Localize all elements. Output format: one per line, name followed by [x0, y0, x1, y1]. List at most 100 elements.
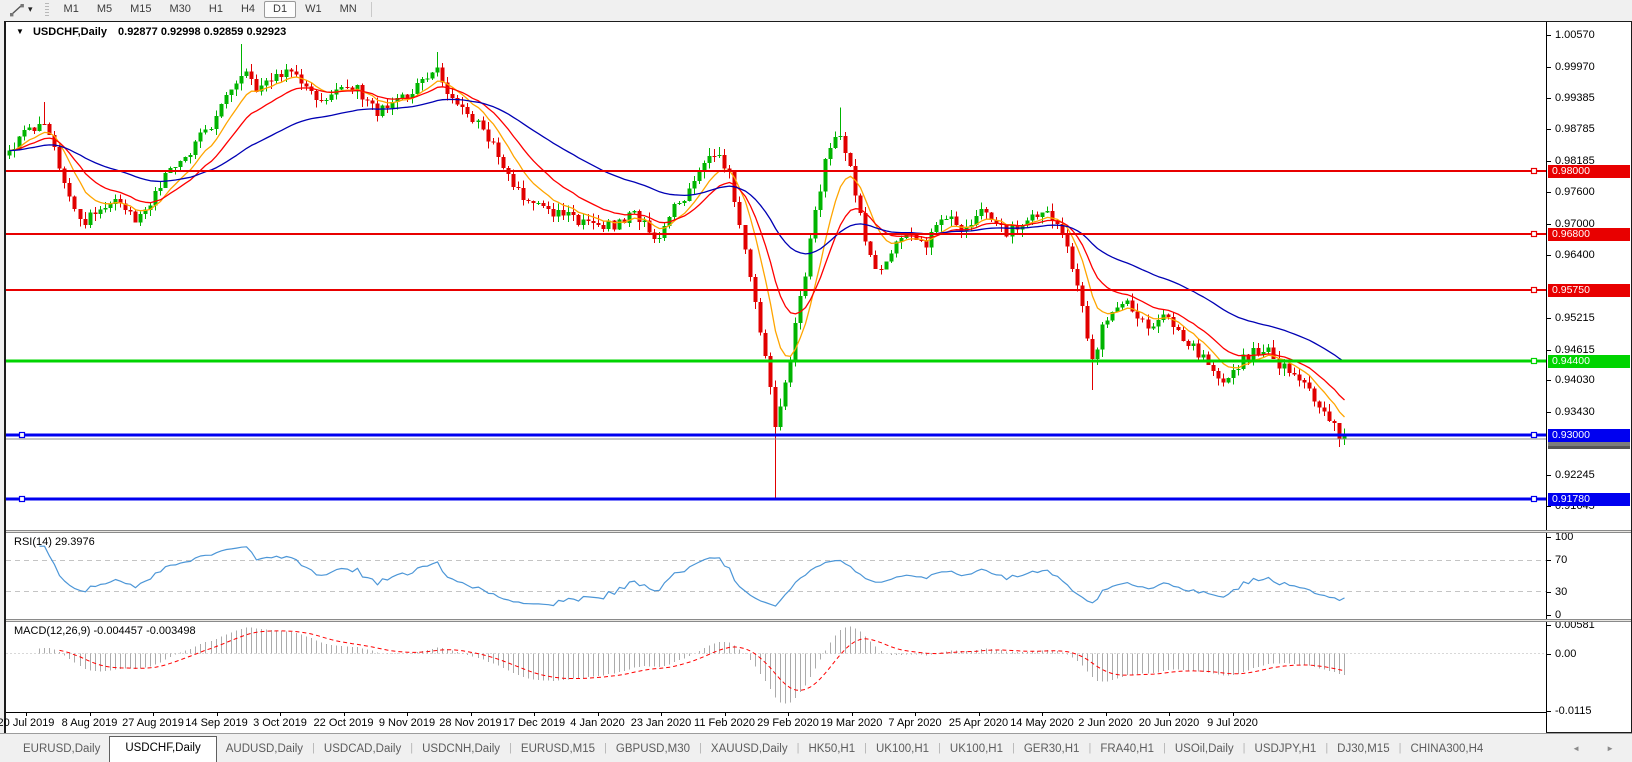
trendline-tool-icon [10, 3, 24, 16]
tabs-scroll-right-icon[interactable]: ► [1606, 744, 1614, 753]
date-tick [978, 713, 980, 716]
main-chart-canvas[interactable] [6, 22, 1546, 530]
tab-divider: | [312, 742, 315, 754]
collapse-triangle-icon[interactable]: ▼ [16, 27, 24, 36]
price-tick-label: 0.99970 [1555, 61, 1595, 73]
hline-price-label: 0.94400 [1548, 355, 1630, 368]
price-axis[interactable]: 1.00570 0.99970 0.99385 0.98785 0.98185 … [1546, 22, 1631, 732]
chart-tabs-bar: EURUSD,Daily USDCHF,Daily AUDUSD,Daily | USD… [0, 733, 1632, 762]
chart-tab-eurusd-daily[interactable]: EURUSD,Daily [23, 743, 101, 755]
axis-tick [1547, 98, 1551, 99]
axis-tick [1547, 192, 1551, 193]
axis-tick [1547, 560, 1551, 561]
timeframe-button-m15[interactable]: M15 [130, 3, 152, 15]
price-tick-label: 0.00581 [1555, 619, 1595, 631]
tab-divider: | [509, 742, 512, 754]
timeframe-button-h4[interactable]: H4 [240, 3, 256, 15]
date-tick [534, 713, 535, 716]
date-label: 14 Sep 2019 [185, 717, 248, 729]
axis-tick [1547, 318, 1551, 319]
price-tick-label: 0.95215 [1555, 312, 1595, 324]
timeframe-button-m1[interactable]: M1 [63, 3, 79, 15]
tab-divider: | [604, 742, 607, 754]
date-tick [26, 713, 27, 716]
date-label: 27 Aug 2019 [122, 717, 184, 729]
ohlc-values: 0.92877 0.92998 0.92859 0.92923 [118, 26, 287, 38]
timeframe-button-d1[interactable]: D1 [264, 1, 297, 18]
chevron-down-icon[interactable]: ▾ [28, 4, 33, 14]
price-tick-label: 0.00 [1555, 648, 1577, 660]
date-tick [788, 713, 789, 716]
axis-tick [1547, 654, 1551, 655]
axis-tick [1547, 350, 1551, 351]
chart-tab-uk100-h1[interactable]: UK100,H1 [876, 743, 930, 755]
axis-tick [1547, 224, 1551, 225]
toolbar-divider [370, 2, 372, 17]
price-tick-label: 70 [1555, 554, 1568, 566]
axis-tick [1547, 380, 1551, 381]
chart-tab-usdjpy-h1[interactable]: USDJPY,H1 [1254, 743, 1317, 755]
hline-price-label: 0.98000 [1548, 165, 1630, 178]
chart-tab-usoil-daily[interactable]: USOil,Daily [1174, 743, 1234, 755]
axis-tick [1547, 67, 1551, 68]
timeframe-button-w1[interactable]: W1 [305, 3, 322, 15]
date-label: 7 Apr 2020 [888, 717, 942, 729]
axis-tick [1547, 412, 1551, 413]
tab-divider: | [1242, 742, 1246, 754]
chart-tab-usdcnh-daily[interactable]: USDCNH,Daily [422, 743, 501, 755]
chart-tab-xauusd-daily[interactable]: XAUUSD,Daily [710, 743, 788, 755]
price-tick-label: 0.94615 [1555, 344, 1595, 356]
chart-tab-eurusd-m15[interactable]: EURUSD,M15 [520, 743, 596, 755]
timeframe-button-h1[interactable]: H1 [208, 3, 223, 15]
tab-divider: | [1325, 742, 1329, 754]
date-tick [89, 713, 91, 716]
price-tick-label: 0.97000 [1555, 218, 1595, 230]
macd-label: MACD(12,26,9) -0.004457 -0.003498 [14, 625, 196, 637]
panel-resize-handle[interactable] [6, 619, 1631, 622]
chart-tab-china300-h4[interactable]: CHINA300,H4 [1410, 743, 1484, 755]
chart-tab-gbpusd-m30[interactable]: GBPUSD,M30 [615, 743, 691, 755]
date-axis[interactable]: 20 Jul 2019 8 Aug 2019 27 Aug 2019 14 Se… [0, 712, 1546, 733]
axis-tick [1547, 161, 1551, 162]
draw-tool-button[interactable]: ▾ [5, 3, 37, 17]
date-label: 9 Jul 2020 [1207, 717, 1258, 729]
toolbar-drag-grip[interactable] [44, 2, 49, 17]
tab-divider: | [1011, 742, 1015, 754]
date-tick [407, 713, 408, 716]
hline-price-label: 0.91780 [1548, 493, 1630, 506]
axis-tick [1547, 475, 1551, 476]
tabs-scroll-left-icon[interactable]: ◄ [1572, 744, 1581, 753]
tab-divider: | [699, 742, 702, 754]
price-tick-label: 100 [1555, 531, 1574, 543]
date-tick [1042, 713, 1043, 716]
price-tick-label: 0.98185 [1555, 155, 1595, 167]
tab-divider: | [864, 742, 867, 754]
rsi-indicator-canvas[interactable]: RSI(14) 29.3976 [6, 533, 1546, 619]
axis-tick [1547, 711, 1551, 712]
timeframe-button-m5[interactable]: M5 [96, 3, 113, 15]
date-tick [1105, 713, 1107, 716]
chart-tab-fra40-h1[interactable]: FRA40,H1 [1100, 743, 1154, 755]
axis-tick [1547, 506, 1551, 507]
chart-tab-uk100-h1[interactable]: UK100,H1 [949, 743, 1003, 755]
date-tick [1232, 713, 1234, 716]
chart-tab-ger30-h1[interactable]: GER30,H1 [1023, 743, 1080, 755]
chart-tab-usdcad-daily[interactable]: USDCAD,Daily [323, 743, 402, 755]
chart-tab-audusd-daily[interactable]: AUDUSD,Daily [225, 743, 304, 755]
timeframe-button-mn[interactable]: MN [339, 3, 357, 15]
price-tick-label: 30 [1555, 586, 1568, 598]
date-label: 19 Mar 2020 [820, 717, 883, 729]
macd-indicator-canvas[interactable]: MACD(12,26,9) -0.004457 -0.003498 [6, 622, 1546, 712]
timeframe-button-m30[interactable]: M30 [169, 3, 191, 15]
axis-tick [1547, 625, 1551, 626]
date-label: 29 Feb 2020 [757, 717, 819, 729]
chart-tab-hk50-h1[interactable]: HK50,H1 [808, 743, 856, 755]
chart-tab-usdchf-daily[interactable]: USDCHF,Daily [109, 736, 217, 762]
chart-tab-dj30-m15[interactable]: DJ30,M15 [1337, 743, 1390, 755]
date-label: 28 Nov 2019 [439, 717, 502, 729]
panel-resize-handle[interactable] [6, 530, 1631, 533]
date-label: 22 Oct 2019 [313, 717, 374, 729]
date-label: 8 Aug 2019 [61, 717, 118, 729]
hline-price-label: 0.95750 [1548, 284, 1630, 297]
axis-tick [1547, 537, 1551, 538]
